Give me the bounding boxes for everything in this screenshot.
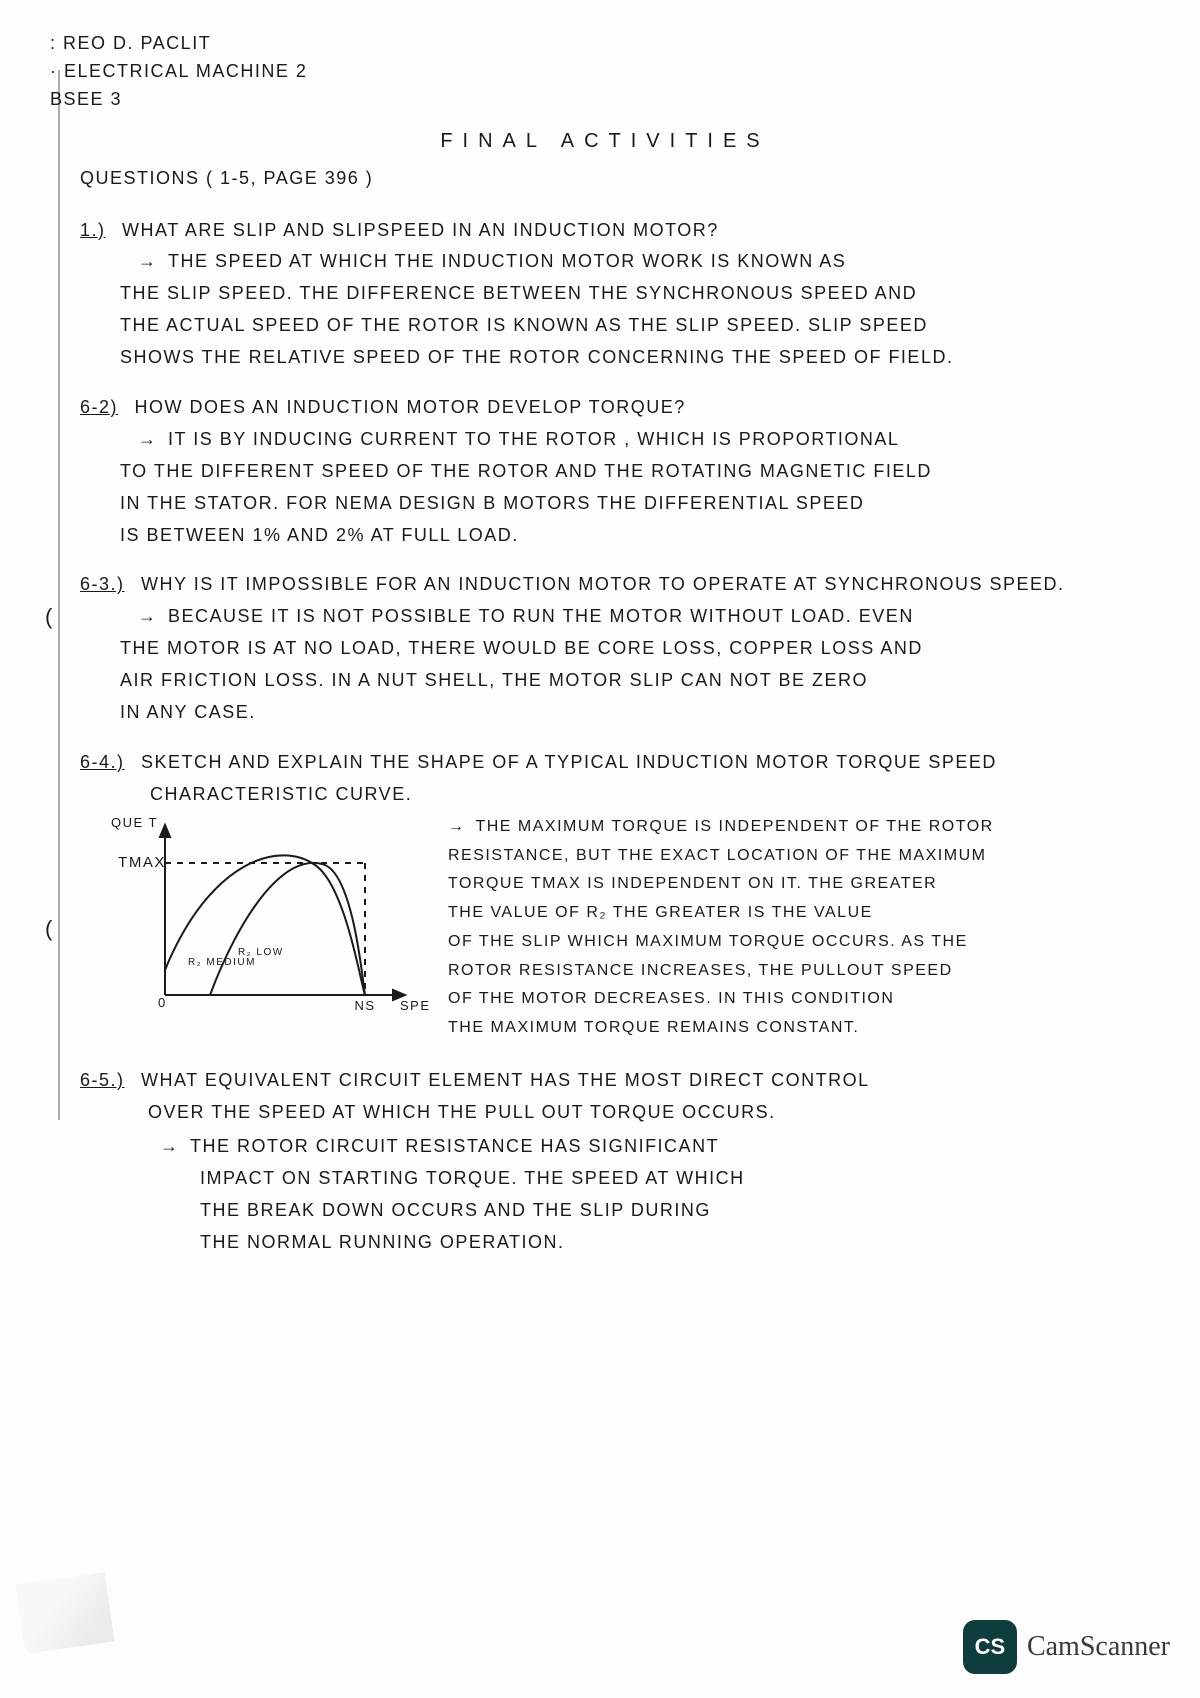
q4-text: SKETCH AND EXPLAIN THE SHAPE OF A TYPICA…	[141, 752, 997, 772]
question-1: 1.) WHAT ARE SLIP AND SLIPSPEED IN AN IN…	[70, 217, 1140, 372]
q3-answer-3: AIR FRICTION LOSS. IN A NUT SHELL, THE M…	[120, 667, 1140, 695]
margin-paren-1: (	[45, 600, 54, 634]
q4-figure-text: THE MAXIMUM TORQUE IS INDEPENDENT OF THE…	[448, 815, 1140, 1045]
q5-line: 6-5.) WHAT EQUIVALENT CIRCUIT ELEMENT HA…	[80, 1067, 1140, 1095]
q3-number: 6-3.)	[80, 571, 125, 599]
q4-f7: OF THE MOTOR DECREASES. IN THIS CONDITIO…	[448, 987, 1140, 1012]
q1-answer-3: THE ACTUAL SPEED OF THE ROTOR IS KNOWN A…	[120, 312, 1140, 340]
graph-origin: 0	[158, 995, 167, 1010]
questions-subhead: QUESTIONS ( 1-5, PAGE 396 )	[80, 165, 1140, 193]
q5-answer-2: IMPACT ON STARTING TORQUE. THE SPEED AT …	[200, 1165, 1140, 1193]
torque-speed-graph: TORQUE T Tmax R₂ MEDIUM R₂ LOW 0 Ns SPEE…	[110, 815, 430, 1034]
question-3: 6-3.) WHY IS IT IMPOSSIBLE FOR AN INDUCT…	[70, 571, 1140, 726]
q4-f8: THE MAXIMUM TORQUE REMAINS CONSTANT.	[448, 1016, 1140, 1041]
q2-answer-3: IN THE STATOR. FOR NEMA DESIGN B MOTORS …	[120, 490, 1140, 518]
q5-number: 6-5.)	[80, 1067, 125, 1095]
graph-r2-medium: R₂ MEDIUM	[188, 957, 256, 968]
q1-answer-4: SHOWS THE RELATIVE SPEED OF THE ROTOR CO…	[120, 344, 1140, 372]
q4-f6: ROTOR RESISTANCE INCREASES, THE PULLOUT …	[448, 959, 1140, 984]
q5-answer-1: THE ROTOR CIRCUIT RESISTANCE HAS SIGNIFI…	[160, 1133, 1140, 1161]
q4-f4: THE VALUE OF R₂ THE GREATER IS THE VALUE	[448, 901, 1140, 926]
q2-answer-1: IT IS BY INDUCING CURRENT TO THE ROTOR ,…	[138, 426, 1140, 454]
page-corner-fold	[16, 1572, 115, 1654]
section: BSEE 3	[50, 86, 1140, 114]
q3-line: 6-3.) WHY IS IT IMPOSSIBLE FOR AN INDUCT…	[80, 571, 1140, 599]
q4-f5: OF THE SLIP WHICH MAXIMUM TORQUE OCCURS.…	[448, 930, 1140, 955]
page: : REO D. PACLIT · ELECTRICAL MACHINE 2 B…	[0, 0, 1200, 1698]
q4-figure-row: TORQUE T Tmax R₂ MEDIUM R₂ LOW 0 Ns SPEE…	[110, 815, 1140, 1045]
q1-answer-1: THE SPEED AT WHICH THE INDUCTION MOTOR W…	[138, 248, 1140, 276]
q3-answer-1: BECAUSE IT IS NOT POSSIBLE TO RUN THE MO…	[138, 603, 1140, 631]
camscanner-watermark: CS CamScanner	[963, 1620, 1170, 1674]
q5-answer-4: THE NORMAL RUNNING OPERATION.	[200, 1229, 1140, 1257]
q2-answer-4: IS BETWEEN 1% AND 2% AT FULL LOAD.	[120, 522, 1140, 550]
graph-ns: Ns	[354, 998, 375, 1013]
q4-line: 6-4.) SKETCH AND EXPLAIN THE SHAPE OF A …	[80, 749, 1140, 777]
q4-number: 6-4.)	[80, 749, 125, 777]
student-header: : REO D. PACLIT · ELECTRICAL MACHINE 2 B…	[50, 30, 1140, 114]
q4-line-2: CHARACTERISTIC CURVE.	[150, 781, 1140, 809]
student-name: : REO D. PACLIT	[50, 30, 1140, 58]
graph-ylabel: TORQUE T	[110, 815, 158, 830]
q4-f1: THE MAXIMUM TORQUE IS INDEPENDENT OF THE…	[448, 815, 1140, 840]
q1-number: 1.)	[80, 217, 106, 245]
question-4: 6-4.) SKETCH AND EXPLAIN THE SHAPE OF A …	[70, 749, 1140, 1045]
q1-line: 1.) WHAT ARE SLIP AND SLIPSPEED IN AN IN…	[80, 217, 1140, 245]
q4-f2: RESISTANCE, BUT THE EXACT LOCATION OF TH…	[448, 844, 1140, 869]
margin-paren-2: (	[45, 912, 54, 946]
graph-xlabel: SPEED N	[400, 998, 430, 1013]
q5-text: WHAT EQUIVALENT CIRCUIT ELEMENT HAS THE …	[141, 1070, 870, 1090]
q2-answer-2: TO THE DIFFERENT SPEED OF THE ROTOR AND …	[120, 458, 1140, 486]
question-5: 6-5.) WHAT EQUIVALENT CIRCUIT ELEMENT HA…	[70, 1067, 1140, 1256]
q1-answer-2: THE SLIP SPEED. THE DIFFERENCE BETWEEN T…	[120, 280, 1140, 308]
q2-text: HOW DOES AN INDUCTION MOTOR DEVELOP TORQ…	[135, 397, 686, 417]
q2-line: 6-2) HOW DOES AN INDUCTION MOTOR DEVELOP…	[80, 394, 1140, 422]
left-margin-line	[58, 70, 60, 1120]
question-2: 6-2) HOW DOES AN INDUCTION MOTOR DEVELOP…	[70, 394, 1140, 549]
camscanner-text: CamScanner	[1027, 1631, 1170, 1663]
q1-text: WHAT ARE SLIP AND SLIPSPEED IN AN INDUCT…	[122, 220, 719, 240]
q3-text: WHY IS IT IMPOSSIBLE FOR AN INDUCTION MO…	[141, 574, 1064, 594]
page-title: FINAL ACTIVITIES	[70, 126, 1140, 157]
graph-r2-low: R₂ LOW	[238, 947, 284, 958]
q5-line-2: OVER THE SPEED AT WHICH THE PULL OUT TOR…	[148, 1099, 1140, 1127]
course-name: · ELECTRICAL MACHINE 2	[50, 58, 1140, 86]
q5-answer-3: THE BREAK DOWN OCCURS AND THE SLIP DURIN…	[200, 1197, 1140, 1225]
q4-f3: TORQUE TMAX IS INDEPENDENT ON IT. THE GR…	[448, 872, 1140, 897]
q3-answer-2: THE MOTOR IS AT NO LOAD, THERE WOULD BE …	[120, 635, 1140, 663]
q2-number: 6-2)	[80, 394, 118, 422]
graph-tmax: Tmax	[118, 854, 166, 871]
q3-answer-4: IN ANY CASE.	[120, 699, 1140, 727]
graph-svg: TORQUE T Tmax R₂ MEDIUM R₂ LOW 0 Ns SPEE…	[110, 815, 430, 1025]
camscanner-badge-icon: CS	[963, 1620, 1017, 1674]
